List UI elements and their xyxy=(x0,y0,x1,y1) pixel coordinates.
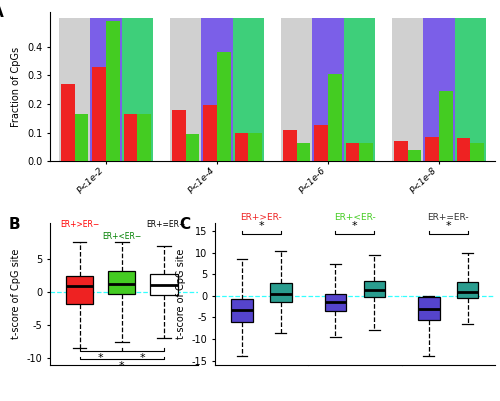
Y-axis label: t-score of CpG site: t-score of CpG site xyxy=(11,249,21,339)
PathPatch shape xyxy=(150,273,178,295)
Bar xyxy=(454,18,486,162)
Text: *: * xyxy=(98,352,103,363)
Text: *: * xyxy=(446,221,451,231)
PathPatch shape xyxy=(231,300,252,322)
Text: ER+<ER−: ER+<ER− xyxy=(102,232,142,241)
Text: C: C xyxy=(179,217,190,232)
Bar xyxy=(456,138,470,162)
Y-axis label: t-score of CpG site: t-score of CpG site xyxy=(176,249,186,339)
Bar xyxy=(90,18,122,162)
Bar xyxy=(314,126,328,162)
Bar xyxy=(439,91,453,162)
PathPatch shape xyxy=(108,271,136,294)
PathPatch shape xyxy=(324,294,346,311)
Bar xyxy=(344,18,375,162)
Bar xyxy=(346,143,360,162)
Bar xyxy=(106,20,120,162)
Bar xyxy=(186,134,200,162)
Y-axis label: Fraction of CpGs: Fraction of CpGs xyxy=(12,47,22,127)
Bar xyxy=(202,18,232,162)
Text: ER+>ER−: ER+>ER− xyxy=(60,220,99,229)
Text: A: A xyxy=(0,4,4,20)
Bar xyxy=(217,52,231,162)
Bar xyxy=(408,150,422,162)
Text: *: * xyxy=(140,352,145,363)
PathPatch shape xyxy=(66,275,93,304)
Bar xyxy=(122,18,153,162)
Bar xyxy=(138,114,151,162)
Text: *: * xyxy=(119,361,124,371)
Bar xyxy=(392,18,423,162)
Bar xyxy=(281,18,312,162)
Text: *: * xyxy=(352,221,358,231)
PathPatch shape xyxy=(418,297,440,320)
Bar xyxy=(425,137,439,162)
Bar xyxy=(328,74,342,162)
Bar xyxy=(282,130,296,162)
Bar xyxy=(172,110,185,162)
Text: ER+=ER−: ER+=ER− xyxy=(146,220,186,229)
Bar xyxy=(423,18,454,162)
Bar xyxy=(234,133,248,162)
Bar xyxy=(232,18,264,162)
Title: ER+=ER-: ER+=ER- xyxy=(428,213,469,222)
Text: B: B xyxy=(8,217,20,232)
Bar xyxy=(170,18,202,162)
Title: ER+>ER-: ER+>ER- xyxy=(240,213,282,222)
Bar xyxy=(360,143,374,162)
Bar xyxy=(61,84,74,162)
Bar xyxy=(312,18,344,162)
Bar xyxy=(296,143,310,162)
Bar xyxy=(92,67,106,162)
Title: ER+<ER-: ER+<ER- xyxy=(334,213,376,222)
Text: *: * xyxy=(258,221,264,231)
Bar xyxy=(74,114,88,162)
PathPatch shape xyxy=(364,281,385,297)
Bar xyxy=(59,18,90,162)
PathPatch shape xyxy=(270,284,291,302)
Bar xyxy=(124,114,138,162)
Bar xyxy=(248,133,262,162)
Bar xyxy=(394,141,407,162)
Bar xyxy=(203,105,217,162)
PathPatch shape xyxy=(457,282,478,298)
Bar xyxy=(470,143,484,162)
